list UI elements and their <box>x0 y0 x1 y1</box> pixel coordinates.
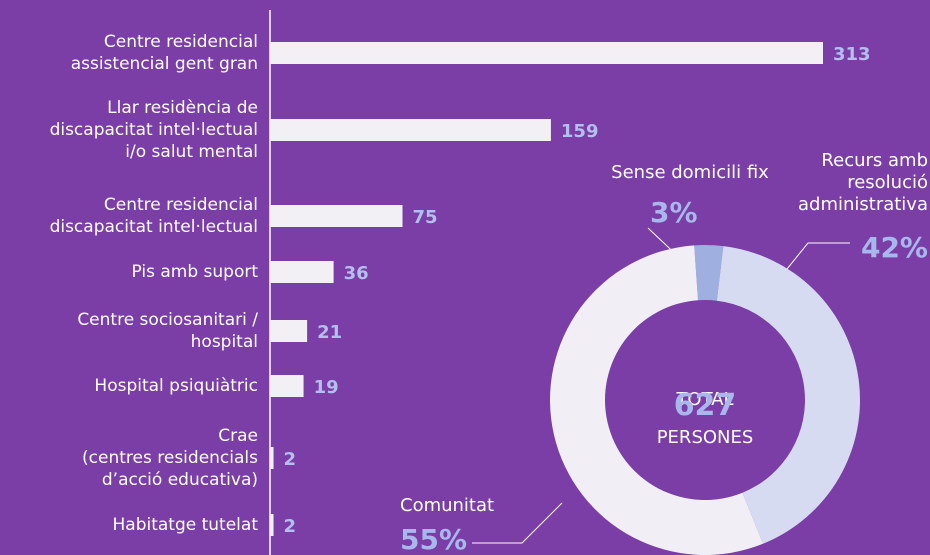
slice-value: 42% <box>860 231 928 264</box>
bar-label: Centre sociosanitari / hospital <box>77 310 258 352</box>
bar <box>270 205 403 227</box>
total-value: 627 <box>673 388 737 423</box>
value-label: 2 <box>283 449 297 470</box>
bar-label: Centre residencial assistencial gent gra… <box>70 32 258 74</box>
bar <box>270 42 823 64</box>
bar <box>270 261 334 283</box>
value-label: 21 <box>317 322 343 343</box>
slice-label: Comunitat <box>400 495 495 516</box>
total-unit: PERSONES <box>656 427 754 448</box>
bar-label: Llar residència de discapacitat intel·le… <box>49 98 258 162</box>
value-label: 75 <box>412 207 438 228</box>
value-label: 2 <box>283 516 297 537</box>
leader-line <box>472 502 563 544</box>
slice-label: Sense domicili fix <box>611 162 769 183</box>
value-label: 159 <box>560 121 599 142</box>
slice-value: 55% <box>400 523 468 555</box>
slice-value: 3% <box>650 196 698 229</box>
bar-label: Habitatge tutelat <box>112 515 259 535</box>
bar-label: Hospital psiquiàtric <box>94 376 258 396</box>
value-label: 19 <box>313 377 339 398</box>
value-label: 313 <box>833 44 871 65</box>
bar-label: Centre residencial discapacitat intel·le… <box>49 195 258 237</box>
bar <box>270 514 274 536</box>
slice-label: Recurs amb resolució administrativa <box>797 150 928 215</box>
bar-label: Crae (centres residencials d’acció educa… <box>82 426 258 490</box>
donut-slice <box>716 246 861 544</box>
bar <box>270 375 304 397</box>
bar-label: Pis amb suport <box>131 262 258 282</box>
donut-slice <box>550 245 764 555</box>
bar <box>270 320 308 342</box>
donut-slice <box>694 245 724 301</box>
bar <box>270 119 551 141</box>
bar <box>270 447 274 469</box>
total-label: TOTAL <box>676 389 734 410</box>
value-label: 36 <box>343 263 369 284</box>
